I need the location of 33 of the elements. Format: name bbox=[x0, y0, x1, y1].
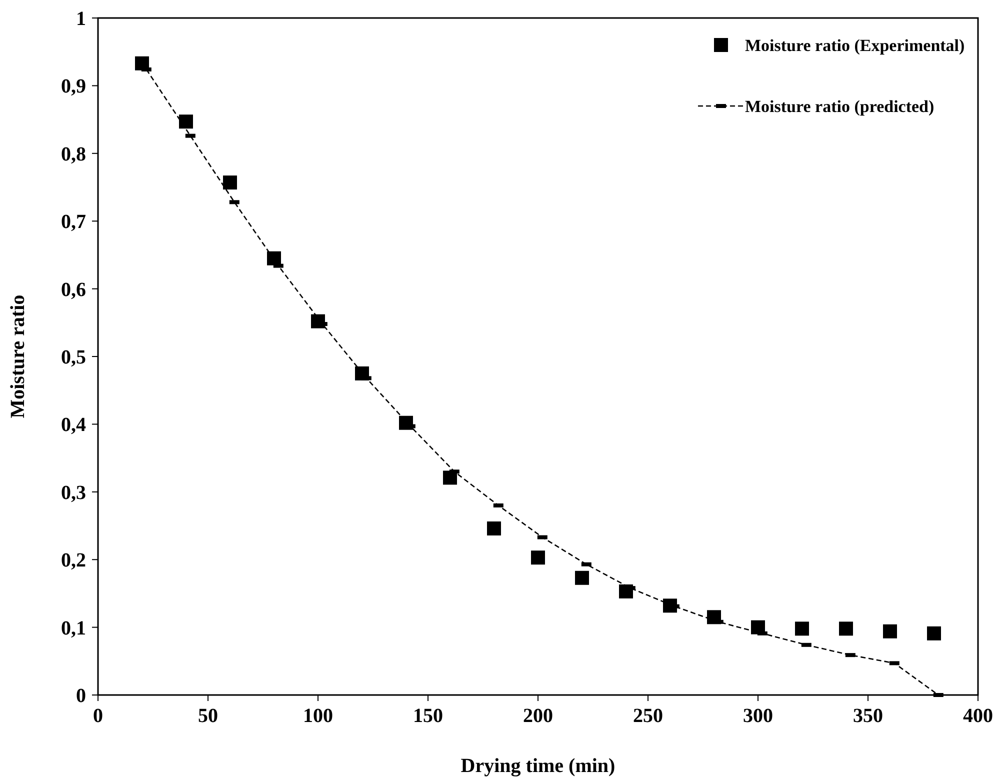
legend-label: Moisture ratio (Experimental) bbox=[745, 36, 965, 55]
y-tick-label: 1 bbox=[76, 8, 86, 30]
point bbox=[487, 521, 501, 536]
point bbox=[223, 176, 237, 190]
y-tick-label: 0 bbox=[76, 685, 86, 707]
x-tick-label: 350 bbox=[853, 705, 883, 727]
x-tick-label: 100 bbox=[303, 705, 333, 727]
point bbox=[179, 114, 193, 129]
y-tick-label: 0,3 bbox=[61, 482, 86, 504]
y-tick-label: 0,4 bbox=[61, 414, 86, 436]
x-axis-title: Drying time (min) bbox=[460, 755, 616, 777]
x-tick-label: 400 bbox=[963, 705, 993, 727]
x-tick-label: 50 bbox=[198, 705, 218, 727]
y-tick-label: 0,7 bbox=[61, 211, 86, 234]
y-axis-title: Moisture ratio bbox=[7, 294, 29, 418]
point bbox=[927, 626, 941, 640]
y-tick-label: 0,2 bbox=[61, 550, 86, 572]
point bbox=[575, 570, 589, 585]
legend-label: Moisture ratio (predicted) bbox=[745, 96, 934, 116]
y-tick-label: 0,6 bbox=[61, 278, 86, 301]
x-tick-label: 150 bbox=[413, 705, 443, 727]
y-tick-label: 0,9 bbox=[61, 76, 86, 98]
y-tick-label: 0,5 bbox=[61, 346, 86, 368]
x-tick-label: 200 bbox=[523, 705, 553, 727]
x-tick-label: 250 bbox=[633, 705, 663, 727]
point bbox=[795, 622, 809, 636]
point bbox=[839, 622, 853, 636]
x-tick-label: 0 bbox=[93, 705, 103, 727]
point bbox=[883, 624, 897, 638]
point bbox=[531, 550, 545, 565]
y-tick-label: 0,1 bbox=[61, 617, 86, 640]
y-tick-label: 0,8 bbox=[61, 143, 86, 166]
x-tick-label: 300 bbox=[743, 705, 773, 727]
